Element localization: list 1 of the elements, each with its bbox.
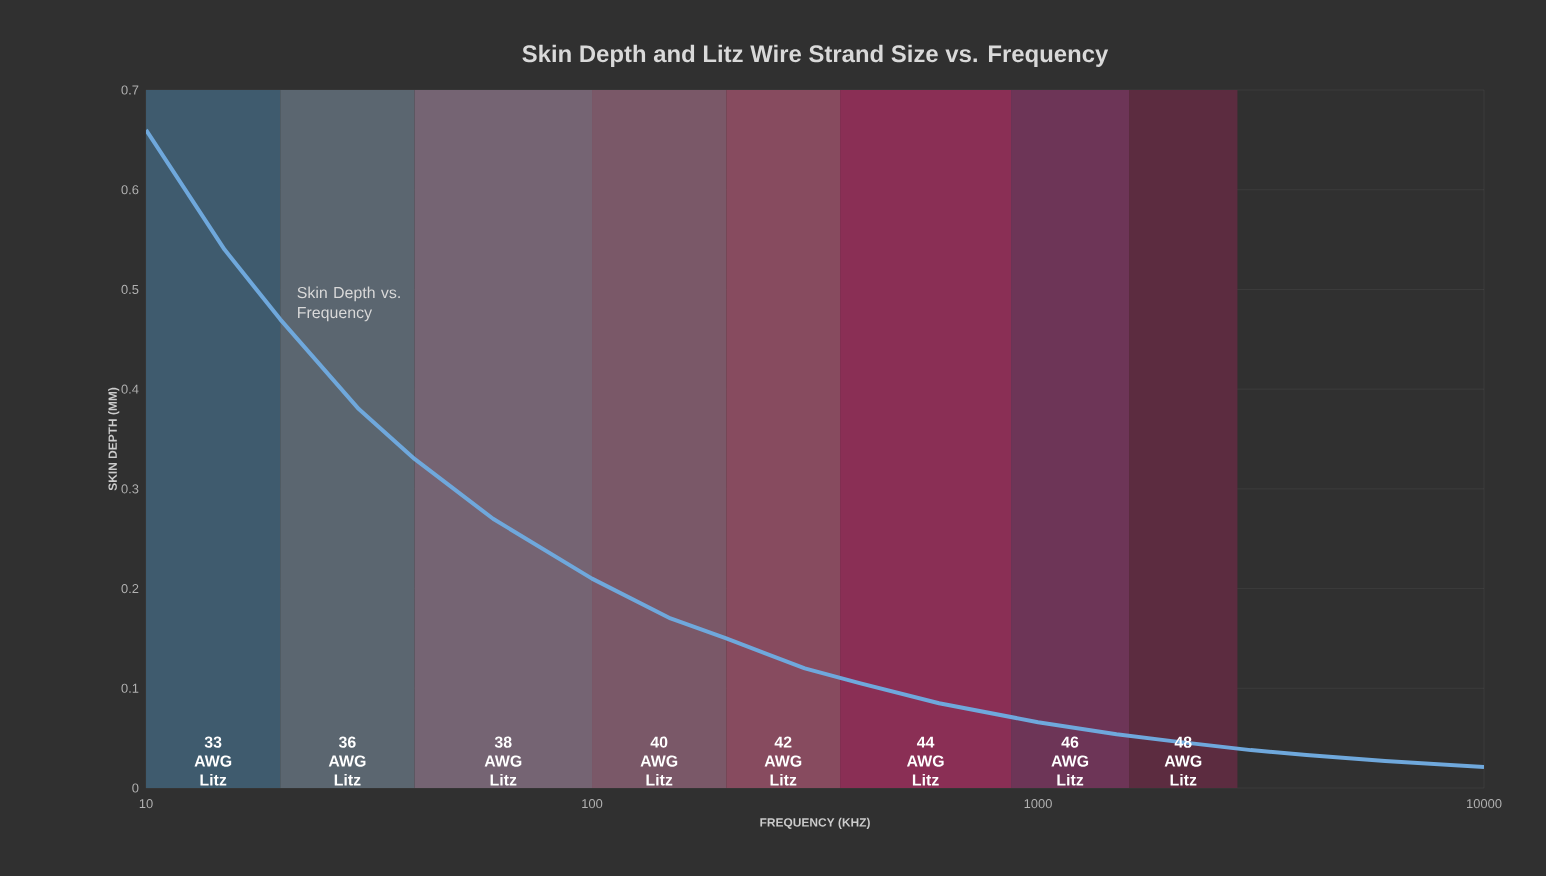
chart-title: Skin Depth and Litz Wire Strand Size vs. Frequency xyxy=(522,44,1109,68)
